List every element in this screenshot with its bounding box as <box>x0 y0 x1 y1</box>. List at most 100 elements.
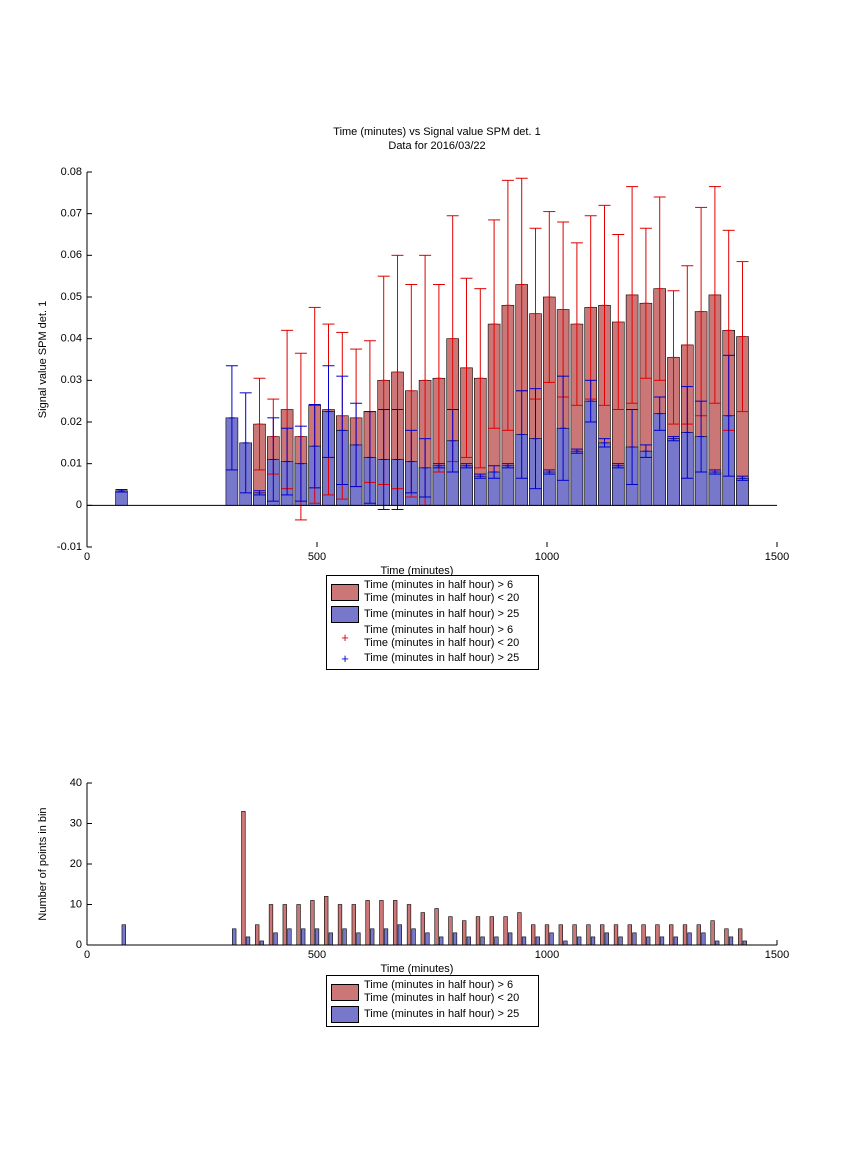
bar <box>563 940 568 946</box>
bar <box>411 928 416 946</box>
bar <box>598 442 611 506</box>
bar <box>282 904 287 946</box>
bar <box>544 924 550 946</box>
bar <box>724 928 729 946</box>
bar <box>687 932 692 946</box>
legend-label: Time (minutes in half hour) > 25 <box>364 652 520 664</box>
bar <box>337 904 343 946</box>
bar <box>365 900 370 946</box>
y-tick-label: 0.05 <box>61 291 82 303</box>
bar <box>503 916 508 946</box>
bar <box>439 936 444 946</box>
y-tick-label: 0.02 <box>61 416 82 428</box>
bar <box>475 916 481 946</box>
y-axis-label: Signal value SPM det. 1 <box>37 301 49 418</box>
bar <box>356 932 361 946</box>
y-tick-label: 30 <box>70 817 82 829</box>
chart-subtitle: Data for 2016/03/22 <box>388 140 485 152</box>
legend-entry: Time (minutes in half hour) > 6 Time (mi… <box>331 579 534 605</box>
bar <box>420 912 425 946</box>
legend-swatch <box>331 1006 359 1023</box>
bar <box>577 936 582 946</box>
y-tick-label: 0.04 <box>61 333 82 345</box>
bar <box>604 932 609 946</box>
x-tick-label: 500 <box>308 949 326 961</box>
bar <box>673 936 678 946</box>
bar <box>590 936 596 946</box>
bar <box>646 936 651 946</box>
bar <box>273 932 278 946</box>
bar <box>232 928 237 946</box>
legend-label: Time (minutes in half hour) > 6 Time (mi… <box>364 979 520 1004</box>
bar <box>241 811 246 946</box>
x-axis-label: Time (minutes) <box>381 565 454 577</box>
bar <box>655 924 660 946</box>
bar <box>738 928 743 946</box>
chart-title: Time (minutes) vs Signal value SPM det. … <box>333 126 540 138</box>
bar <box>397 924 402 946</box>
bar <box>521 936 527 946</box>
legend-marker: + <box>341 651 349 666</box>
legend-entry: Time (minutes in half hour) > 25 <box>331 1006 534 1023</box>
bar <box>255 924 260 946</box>
legend: Time (minutes in half hour) > 6 Time (mi… <box>326 575 539 670</box>
bar <box>474 475 487 506</box>
y-tick-label: 40 <box>70 777 82 789</box>
bar <box>667 438 680 506</box>
bar <box>324 896 329 946</box>
y-tick-label: -0.01 <box>57 541 82 553</box>
bar <box>314 928 320 946</box>
legend-swatch <box>331 983 359 1001</box>
bar <box>448 916 453 946</box>
x-tick-label: 1500 <box>765 551 789 563</box>
bar <box>531 924 536 946</box>
bar <box>627 924 632 946</box>
bar <box>632 932 637 946</box>
bar <box>682 924 688 946</box>
legend-entry: Time (minutes in half hour) > 25 <box>331 606 534 623</box>
legend: Time (minutes in half hour) > 6 Time (mi… <box>326 975 539 1027</box>
bar <box>393 900 398 946</box>
bar <box>310 900 315 946</box>
bar <box>489 916 494 946</box>
x-tick-label: 1500 <box>765 949 789 961</box>
bar <box>543 471 556 506</box>
legend-entry: + Time (minutes in half hour) > 25 <box>331 651 534 666</box>
bar <box>696 924 701 946</box>
bar <box>115 490 128 506</box>
bar <box>613 924 619 946</box>
y-tick-label: 0.08 <box>61 166 82 178</box>
bar <box>535 936 540 946</box>
bar <box>508 932 513 946</box>
bar <box>351 904 356 946</box>
bar <box>549 932 554 946</box>
x-tick-label: 500 <box>308 551 326 563</box>
bar <box>287 928 292 946</box>
bar <box>370 928 375 946</box>
legend-entry: Time (minutes in half hour) > 6 Time (mi… <box>331 979 534 1005</box>
x-tick-label: 0 <box>84 551 90 563</box>
y-tick-label: 0.01 <box>61 458 82 470</box>
bar <box>736 477 749 506</box>
bar <box>600 924 605 946</box>
bar <box>618 936 623 946</box>
legend-label: Time (minutes in half hour) > 25 <box>364 608 520 620</box>
y-tick-label: 0.07 <box>61 208 82 220</box>
bar <box>259 940 264 946</box>
bar <box>480 936 485 946</box>
legend-marker: + <box>341 629 349 645</box>
bar <box>452 932 458 946</box>
legend-swatch <box>331 606 359 623</box>
x-tick-label: 0 <box>84 949 90 961</box>
bar <box>639 450 653 506</box>
bar <box>612 465 625 506</box>
y-axis-label: Number of points in bin <box>37 807 49 920</box>
x-tick-label: 1000 <box>535 551 559 563</box>
bar <box>406 904 412 946</box>
bar <box>296 904 301 946</box>
bar <box>301 928 306 946</box>
bar <box>586 924 591 946</box>
bar <box>517 912 522 946</box>
